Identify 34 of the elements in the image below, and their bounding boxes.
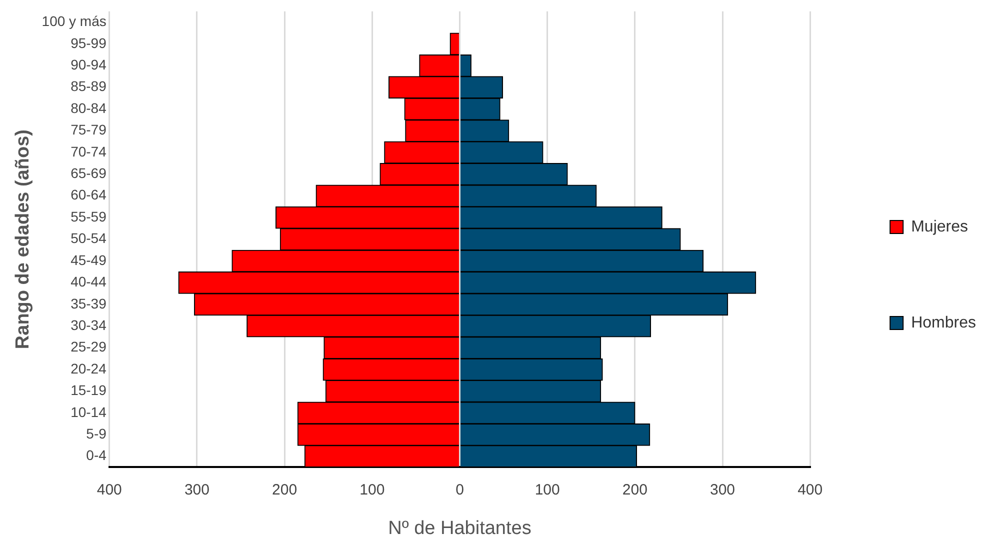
y-tick-label: 0-4 <box>86 447 107 464</box>
y-tick-label: 55-59 <box>70 208 107 224</box>
y-tick-label: 10-14 <box>70 404 107 420</box>
y-tick-label: 15-19 <box>70 382 107 398</box>
x-tick-label: 0 <box>456 481 464 498</box>
y-tick-label: 5-9 <box>86 426 107 442</box>
y-axis-title: Rango de edades (años) <box>12 129 34 350</box>
y-tick-label: 75-79 <box>70 122 107 138</box>
y-tick-label: 35-39 <box>70 295 107 312</box>
y-tick-label: 80-84 <box>70 100 107 116</box>
y-tick-label: 20-24 <box>70 360 107 376</box>
y-tick-label: 65-69 <box>70 165 107 182</box>
y-tick-label: 30-34 <box>70 316 107 333</box>
x-tick-label: 300 <box>184 481 210 498</box>
y-tick-label: 85-89 <box>70 78 107 94</box>
x-tick-label: 200 <box>622 481 648 498</box>
x-tick-label: 400 <box>798 481 823 498</box>
legend-label: Hombres <box>911 314 976 332</box>
y-tick-label: 70-74 <box>70 143 107 160</box>
x-axis-title: Nº de Habitantes <box>388 518 532 539</box>
x-tick-label: 400 <box>96 481 122 498</box>
x-tick-label: 100 <box>534 481 560 498</box>
y-tick-label: 90-94 <box>70 56 107 73</box>
x-tick-label: 200 <box>272 481 298 498</box>
x-tick-label: 100 <box>360 481 385 498</box>
y-tick-label: 50-54 <box>70 230 107 246</box>
y-tick-label: 45-49 <box>70 252 107 268</box>
y-tick-label: 60-64 <box>70 186 107 203</box>
y-tick-label: 95-99 <box>70 34 107 51</box>
x-tick-label: 300 <box>710 481 736 498</box>
y-tick-label: 40-44 <box>70 274 107 290</box>
y-tick-label: 100 y más <box>42 13 106 30</box>
legend-label: Mujeres <box>911 218 968 236</box>
y-tick-label: 25-29 <box>70 338 107 355</box>
